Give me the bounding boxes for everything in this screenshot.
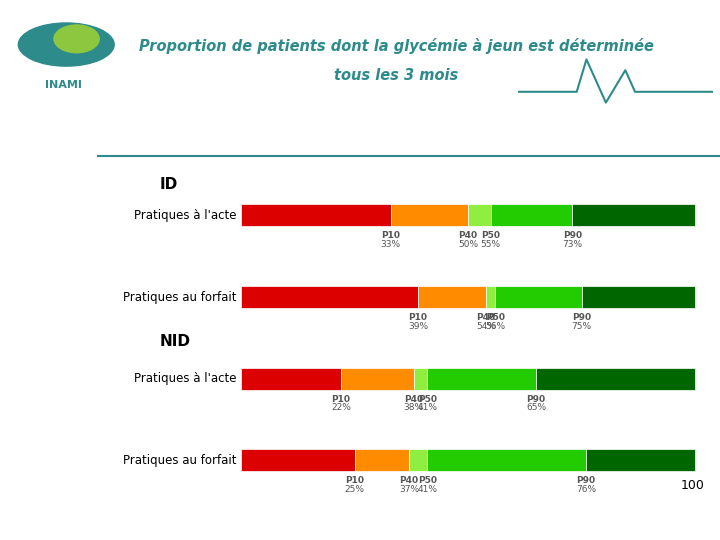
Text: 76%: 76% — [576, 485, 596, 494]
Text: P90: P90 — [572, 313, 591, 322]
FancyBboxPatch shape — [241, 449, 354, 471]
Text: P10: P10 — [382, 232, 400, 240]
FancyBboxPatch shape — [241, 205, 391, 226]
Text: P40: P40 — [459, 232, 477, 240]
Text: Pratiques à l'acte: Pratiques à l'acte — [134, 209, 236, 222]
FancyBboxPatch shape — [582, 286, 695, 308]
Text: 37%: 37% — [399, 485, 419, 494]
Text: 33%: 33% — [381, 240, 401, 249]
Text: 54%: 54% — [476, 322, 496, 331]
Text: Proportion de patients dont la glycémie à jeun est déterminée: Proportion de patients dont la glycémie … — [138, 38, 654, 54]
Text: 56%: 56% — [485, 322, 505, 331]
Text: 73%: 73% — [562, 240, 582, 249]
Text: 100: 100 — [680, 479, 704, 492]
Text: P10: P10 — [345, 476, 364, 485]
FancyBboxPatch shape — [418, 286, 486, 308]
Text: ID: ID — [159, 177, 178, 192]
FancyBboxPatch shape — [241, 286, 418, 308]
Circle shape — [53, 24, 100, 53]
FancyBboxPatch shape — [409, 449, 427, 471]
Ellipse shape — [18, 22, 115, 67]
Text: P10: P10 — [331, 395, 351, 404]
Text: Pratiques à l'acte: Pratiques à l'acte — [134, 372, 236, 385]
Text: NID: NID — [159, 334, 190, 348]
FancyBboxPatch shape — [486, 286, 495, 308]
FancyBboxPatch shape — [536, 368, 695, 390]
Text: P90: P90 — [526, 395, 546, 404]
Text: P90: P90 — [563, 232, 582, 240]
FancyBboxPatch shape — [427, 368, 536, 390]
FancyBboxPatch shape — [468, 205, 491, 226]
Text: P40: P40 — [477, 313, 496, 322]
Text: 25%: 25% — [345, 485, 364, 494]
Text: INAMI: INAMI — [45, 80, 82, 90]
Text: 38%: 38% — [403, 403, 423, 413]
Text: Pratiques au forfait: Pratiques au forfait — [123, 454, 236, 467]
Text: tous les 3 mois: tous les 3 mois — [334, 68, 458, 83]
FancyBboxPatch shape — [413, 368, 427, 390]
FancyBboxPatch shape — [341, 368, 413, 390]
Text: P50: P50 — [486, 313, 505, 322]
Text: 41%: 41% — [417, 403, 437, 413]
Text: 39%: 39% — [408, 322, 428, 331]
Text: P50: P50 — [481, 232, 500, 240]
Text: 75%: 75% — [572, 322, 592, 331]
FancyBboxPatch shape — [241, 368, 341, 390]
Text: P40: P40 — [404, 395, 423, 404]
Text: P40: P40 — [400, 476, 418, 485]
FancyBboxPatch shape — [391, 205, 468, 226]
Text: 65%: 65% — [526, 403, 546, 413]
Text: 22%: 22% — [331, 403, 351, 413]
FancyBboxPatch shape — [495, 286, 582, 308]
FancyBboxPatch shape — [427, 449, 586, 471]
FancyBboxPatch shape — [586, 449, 695, 471]
Text: Pratiques au forfait: Pratiques au forfait — [123, 291, 236, 303]
Text: P10: P10 — [408, 313, 428, 322]
Text: P50: P50 — [418, 395, 436, 404]
FancyBboxPatch shape — [491, 205, 572, 226]
Text: 55%: 55% — [481, 240, 501, 249]
Text: 50%: 50% — [458, 240, 478, 249]
FancyBboxPatch shape — [354, 449, 409, 471]
FancyBboxPatch shape — [572, 205, 695, 226]
Text: P90: P90 — [577, 476, 595, 485]
Text: 41%: 41% — [417, 485, 437, 494]
Text: P50: P50 — [418, 476, 436, 485]
